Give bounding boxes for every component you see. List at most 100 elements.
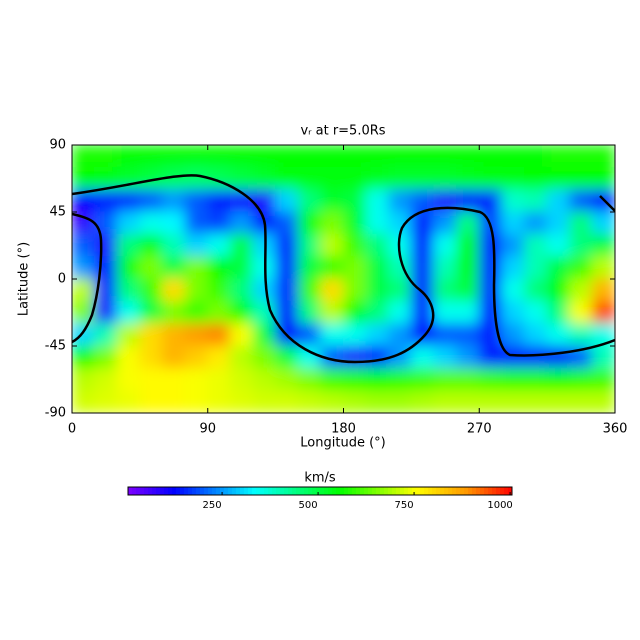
heat-cell xyxy=(433,300,458,325)
heat-cell xyxy=(94,390,118,413)
heat-cell xyxy=(252,390,277,413)
heat-cell xyxy=(410,145,435,168)
heat-cell xyxy=(320,300,344,325)
colorbar-swatch xyxy=(160,487,165,495)
heat-cell xyxy=(252,278,277,302)
colorbar-swatch xyxy=(212,487,217,495)
colorbar-swatch xyxy=(232,487,237,495)
heat-cell xyxy=(591,233,615,258)
colorbar-swatch xyxy=(236,487,241,495)
heat-cell xyxy=(343,323,367,347)
colorbar-swatch xyxy=(352,487,357,495)
heat-cell xyxy=(184,367,209,392)
heat-cell xyxy=(184,300,209,325)
colorbar-swatch xyxy=(132,487,137,495)
heat-cell xyxy=(433,166,458,191)
heat-cell xyxy=(365,345,390,369)
heat-cell xyxy=(116,390,141,413)
heat-cell xyxy=(546,189,571,213)
heat-cell xyxy=(94,256,118,280)
y-tick-label: -90 xyxy=(45,406,66,421)
heat-cell xyxy=(275,233,299,258)
heat-cell xyxy=(433,256,458,280)
heat-cell xyxy=(139,233,163,258)
colorbar-swatch xyxy=(468,487,473,495)
heat-cell xyxy=(456,323,480,347)
heat-cell xyxy=(275,145,299,168)
colorbar-swatch xyxy=(432,487,437,495)
heat-cell xyxy=(139,323,163,347)
heat-cell xyxy=(72,256,96,280)
heat-cell xyxy=(94,278,118,302)
heat-cell xyxy=(456,256,480,280)
heat-cell xyxy=(478,367,503,392)
colorbar-swatch xyxy=(192,487,197,495)
heat-cell xyxy=(569,278,593,302)
heat-cell xyxy=(433,233,458,258)
heat-cell xyxy=(252,323,277,347)
heat-cell xyxy=(252,189,277,213)
heat-cell xyxy=(501,145,525,168)
heat-cell xyxy=(94,367,118,392)
heat-cell xyxy=(343,278,367,302)
colorbar-swatch xyxy=(244,487,249,495)
heat-cell xyxy=(207,145,231,168)
heat-cell xyxy=(162,323,186,347)
heat-cell xyxy=(546,256,571,280)
heat-cell xyxy=(184,166,209,191)
heat-cell xyxy=(456,367,480,392)
colorbar-swatch xyxy=(412,487,417,495)
colorbar-swatch xyxy=(228,487,233,495)
colorbar-swatch xyxy=(392,487,397,495)
colorbar-swatch xyxy=(356,487,361,495)
heat-cell xyxy=(297,345,322,369)
colorbar-swatch xyxy=(156,487,161,495)
colorbar-swatch xyxy=(428,487,433,495)
heat-cell xyxy=(207,367,231,392)
contour-line xyxy=(72,212,103,344)
colorbar-swatch xyxy=(272,487,277,495)
colorbar-swatch xyxy=(224,487,229,495)
heat-cell xyxy=(365,278,390,302)
heat-cell xyxy=(410,166,435,191)
colorbar-swatch xyxy=(500,487,505,495)
heat-cell xyxy=(388,278,412,302)
heat-cell xyxy=(94,300,118,325)
heat-cell xyxy=(184,189,209,213)
heat-cell xyxy=(139,145,163,168)
heat-cell xyxy=(433,323,458,347)
heat-cell xyxy=(252,367,277,392)
heat-cell xyxy=(162,390,186,413)
colorbar-swatch xyxy=(216,487,221,495)
colorbar-swatch xyxy=(440,487,445,495)
colorbar-swatch xyxy=(364,487,369,495)
heat-cell xyxy=(162,145,186,168)
heat-cell xyxy=(388,300,412,325)
colorbar-swatch xyxy=(480,487,485,495)
heat-cell xyxy=(343,189,367,213)
heat-cell xyxy=(524,233,548,258)
heat-cell xyxy=(297,256,322,280)
heat-cell xyxy=(365,256,390,280)
colorbar-swatch xyxy=(248,487,253,495)
colorbar-swatch xyxy=(196,487,201,495)
heat-cell xyxy=(139,278,163,302)
colorbar-swatch xyxy=(168,487,173,495)
heat-cell xyxy=(478,166,503,191)
colorbar-swatch xyxy=(472,487,477,495)
heat-cell xyxy=(275,211,299,235)
heat-cell xyxy=(524,145,548,168)
heat-cell xyxy=(343,390,367,413)
contour xyxy=(72,174,615,364)
heat-cell xyxy=(591,166,615,191)
heat-cell xyxy=(343,211,367,235)
heat-cell xyxy=(162,300,186,325)
colorbar-swatch xyxy=(488,487,493,495)
heat-cell xyxy=(94,166,118,191)
colorbar-swatch xyxy=(296,487,301,495)
heat-cell xyxy=(162,345,186,369)
heat-cell xyxy=(569,367,593,392)
heat-cell xyxy=(229,323,254,347)
colorbar-swatch xyxy=(184,487,189,495)
heat-cell xyxy=(184,278,209,302)
